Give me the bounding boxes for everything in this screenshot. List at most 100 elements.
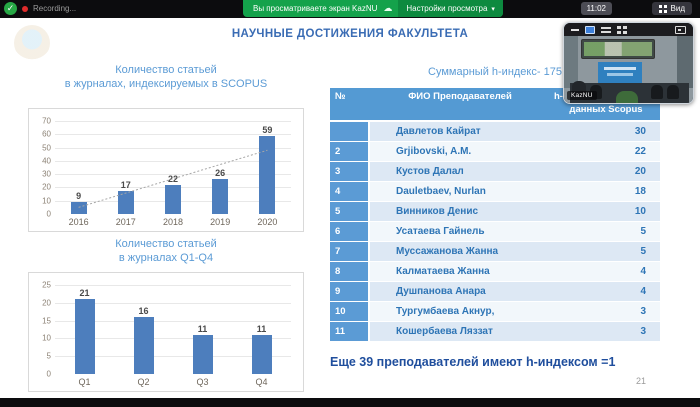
encryption-shield-icon: ✓ <box>4 2 17 15</box>
table-body: Давлетов Кайрат 30 2 Grjibovski, A.M. 22 3 Кус… <box>330 122 660 342</box>
teacher-name: Кустов Далал <box>396 166 464 177</box>
h-index-value: 4 <box>640 266 646 277</box>
h-index-summary: Суммарный h-индекс- 175 <box>428 66 562 78</box>
room-banner <box>598 62 642 84</box>
h-index-value: 4 <box>640 286 646 297</box>
cloud-icon: ☁ <box>383 3 393 13</box>
y-axis-tick: 0 <box>46 209 51 219</box>
x-axis-label: 2018 <box>162 217 184 227</box>
speaker-view-icon[interactable] <box>601 25 611 34</box>
chevron-down-icon: ▾ <box>491 5 495 13</box>
x-axis-label: 2020 <box>257 217 278 227</box>
recording-indicator: ✓ Recording... <box>4 2 76 15</box>
quartile-articles-chart: 0 5 10 15 20 25 21 Q1 16 Q2 11 Q3 11 Q4 <box>28 272 304 392</box>
y-axis-tick: 0 <box>46 369 51 379</box>
table-row: 7 Муссажанова Жанна 5 <box>330 242 660 262</box>
bar <box>134 317 154 374</box>
plant <box>616 91 638 103</box>
view-settings-button[interactable]: Настройки просмотра ▾ <box>398 0 503 17</box>
row-number: 2 <box>330 142 370 161</box>
screen-share-message: Вы просматриваете экран KazNU <box>253 4 378 13</box>
table-row: 2 Grjibovski, A.M. 22 <box>330 142 660 162</box>
y-axis-tick: 60 <box>42 129 51 139</box>
screen-share-banner: Вы просматриваете экран KazNU ☁ Настройк… <box>243 0 503 17</box>
x-axis-label: Q4 <box>255 377 268 387</box>
bar <box>118 191 134 214</box>
view-settings-label: Настройки просмотра <box>406 4 488 13</box>
y-axis-tick: 20 <box>42 182 51 192</box>
bar-value-label: 22 <box>167 173 179 184</box>
h-index-value: 5 <box>640 226 646 237</box>
scopus-articles-chart: 0 10 20 30 40 50 60 70 9 2016 17 2017 22 2018 26 2019 59… <box>28 108 304 232</box>
y-axis-tick: 30 <box>42 169 51 179</box>
table-row: 11 Кошербаева Ляззат 3 <box>330 322 660 342</box>
bar-value-label: 59 <box>262 124 273 135</box>
plot-area: 0 5 10 15 20 25 21 Q1 16 Q2 11 Q3 11 Q4 <box>42 281 291 387</box>
recording-dot-icon <box>22 5 28 12</box>
bar-value-label: 11 <box>256 323 267 334</box>
meeting-time: 11:02 <box>580 2 612 15</box>
y-axis-tick: 40 <box>42 156 51 166</box>
minimize-icon[interactable] <box>571 28 579 31</box>
bar <box>259 135 275 214</box>
row-number: 10 <box>330 302 370 321</box>
view-button[interactable]: Вид <box>651 2 692 15</box>
x-axis-label: Q2 <box>137 377 150 387</box>
trendline <box>78 149 268 208</box>
teacher-name: Тургумбаева Акнур, <box>396 306 495 317</box>
teacher-name: Винников Денис <box>396 206 479 217</box>
h-index-table: № ФИО Преподавателей h-индекс данных Sco… <box>330 88 660 342</box>
bar <box>212 179 228 214</box>
recording-label: Recording... <box>33 4 77 13</box>
h-index-value: 3 <box>640 306 646 317</box>
bar-value-label: 11 <box>197 323 208 334</box>
plot-area: 0 10 20 30 40 50 60 70 9 2016 17 2017 22 2018 26 2019 59… <box>42 117 291 227</box>
row-number: 3 <box>330 162 370 181</box>
footnote-text: Еще 39 преподавателей имеют h-индексом =… <box>330 355 616 369</box>
quartile-chart-title: Количество статьей в журналах Q1-Q4 <box>115 238 217 264</box>
x-axis-label: Q1 <box>78 377 91 387</box>
teacher-name: Dauletbaev, Nurlan <box>396 186 486 197</box>
scopus-chart-title: Количество статьей в журналах, индексиру… <box>64 64 268 90</box>
y-axis-tick: 70 <box>42 116 51 126</box>
y-axis-tick: 20 <box>42 298 51 308</box>
gallery-view-icon[interactable] <box>617 25 627 34</box>
row-number: 11 <box>330 322 370 341</box>
table-row: 8 Калматаева Жанна 4 <box>330 262 660 282</box>
table-row: 3 Кустов Далал 20 <box>330 162 660 182</box>
bar-value-label: 26 <box>215 168 226 179</box>
h-index-value: 30 <box>634 126 646 137</box>
bar <box>165 184 181 214</box>
table-row: 9 Душпанова Анара 4 <box>330 282 660 302</box>
bar-value-label: 17 <box>120 180 131 191</box>
teacher-name: Давлетов Кайрат <box>396 126 481 137</box>
row-number: 8 <box>330 262 370 281</box>
table-header-row: № ФИО Преподавателей h-индекс данных Sco… <box>330 88 660 122</box>
row-number <box>330 122 370 141</box>
col-header-number: № <box>335 91 346 102</box>
bar-value-label: 16 <box>138 306 149 317</box>
h-index-value: 18 <box>634 186 646 197</box>
row-number: 4 <box>330 182 370 201</box>
bar-value-label: 9 <box>76 191 82 202</box>
teacher-name: Grjibovski, A.M. <box>396 146 472 157</box>
row-number: 5 <box>330 202 370 221</box>
view-button-label: Вид <box>670 4 685 13</box>
teacher-name: Кошербаева Ляззат <box>396 326 493 337</box>
fullscreen-icon[interactable] <box>675 25 686 34</box>
y-axis-tick: 10 <box>42 196 51 206</box>
row-number: 9 <box>330 282 370 301</box>
university-logo <box>14 25 50 61</box>
bar <box>252 334 272 374</box>
page-number: 21 <box>636 376 647 386</box>
teacher-name: Усатаева Гайнель <box>396 226 485 237</box>
y-axis-tick: 5 <box>46 351 51 361</box>
active-speaker-view-icon[interactable] <box>585 25 595 34</box>
h-index-value: 20 <box>634 166 646 177</box>
x-axis-label: Q3 <box>196 377 209 387</box>
h-index-value: 10 <box>634 206 646 217</box>
participant-video-thumbnail[interactable]: KazNU <box>563 22 694 104</box>
video-toolbar <box>564 23 693 36</box>
table-row: 6 Усатаева Гайнель 5 <box>330 222 660 242</box>
